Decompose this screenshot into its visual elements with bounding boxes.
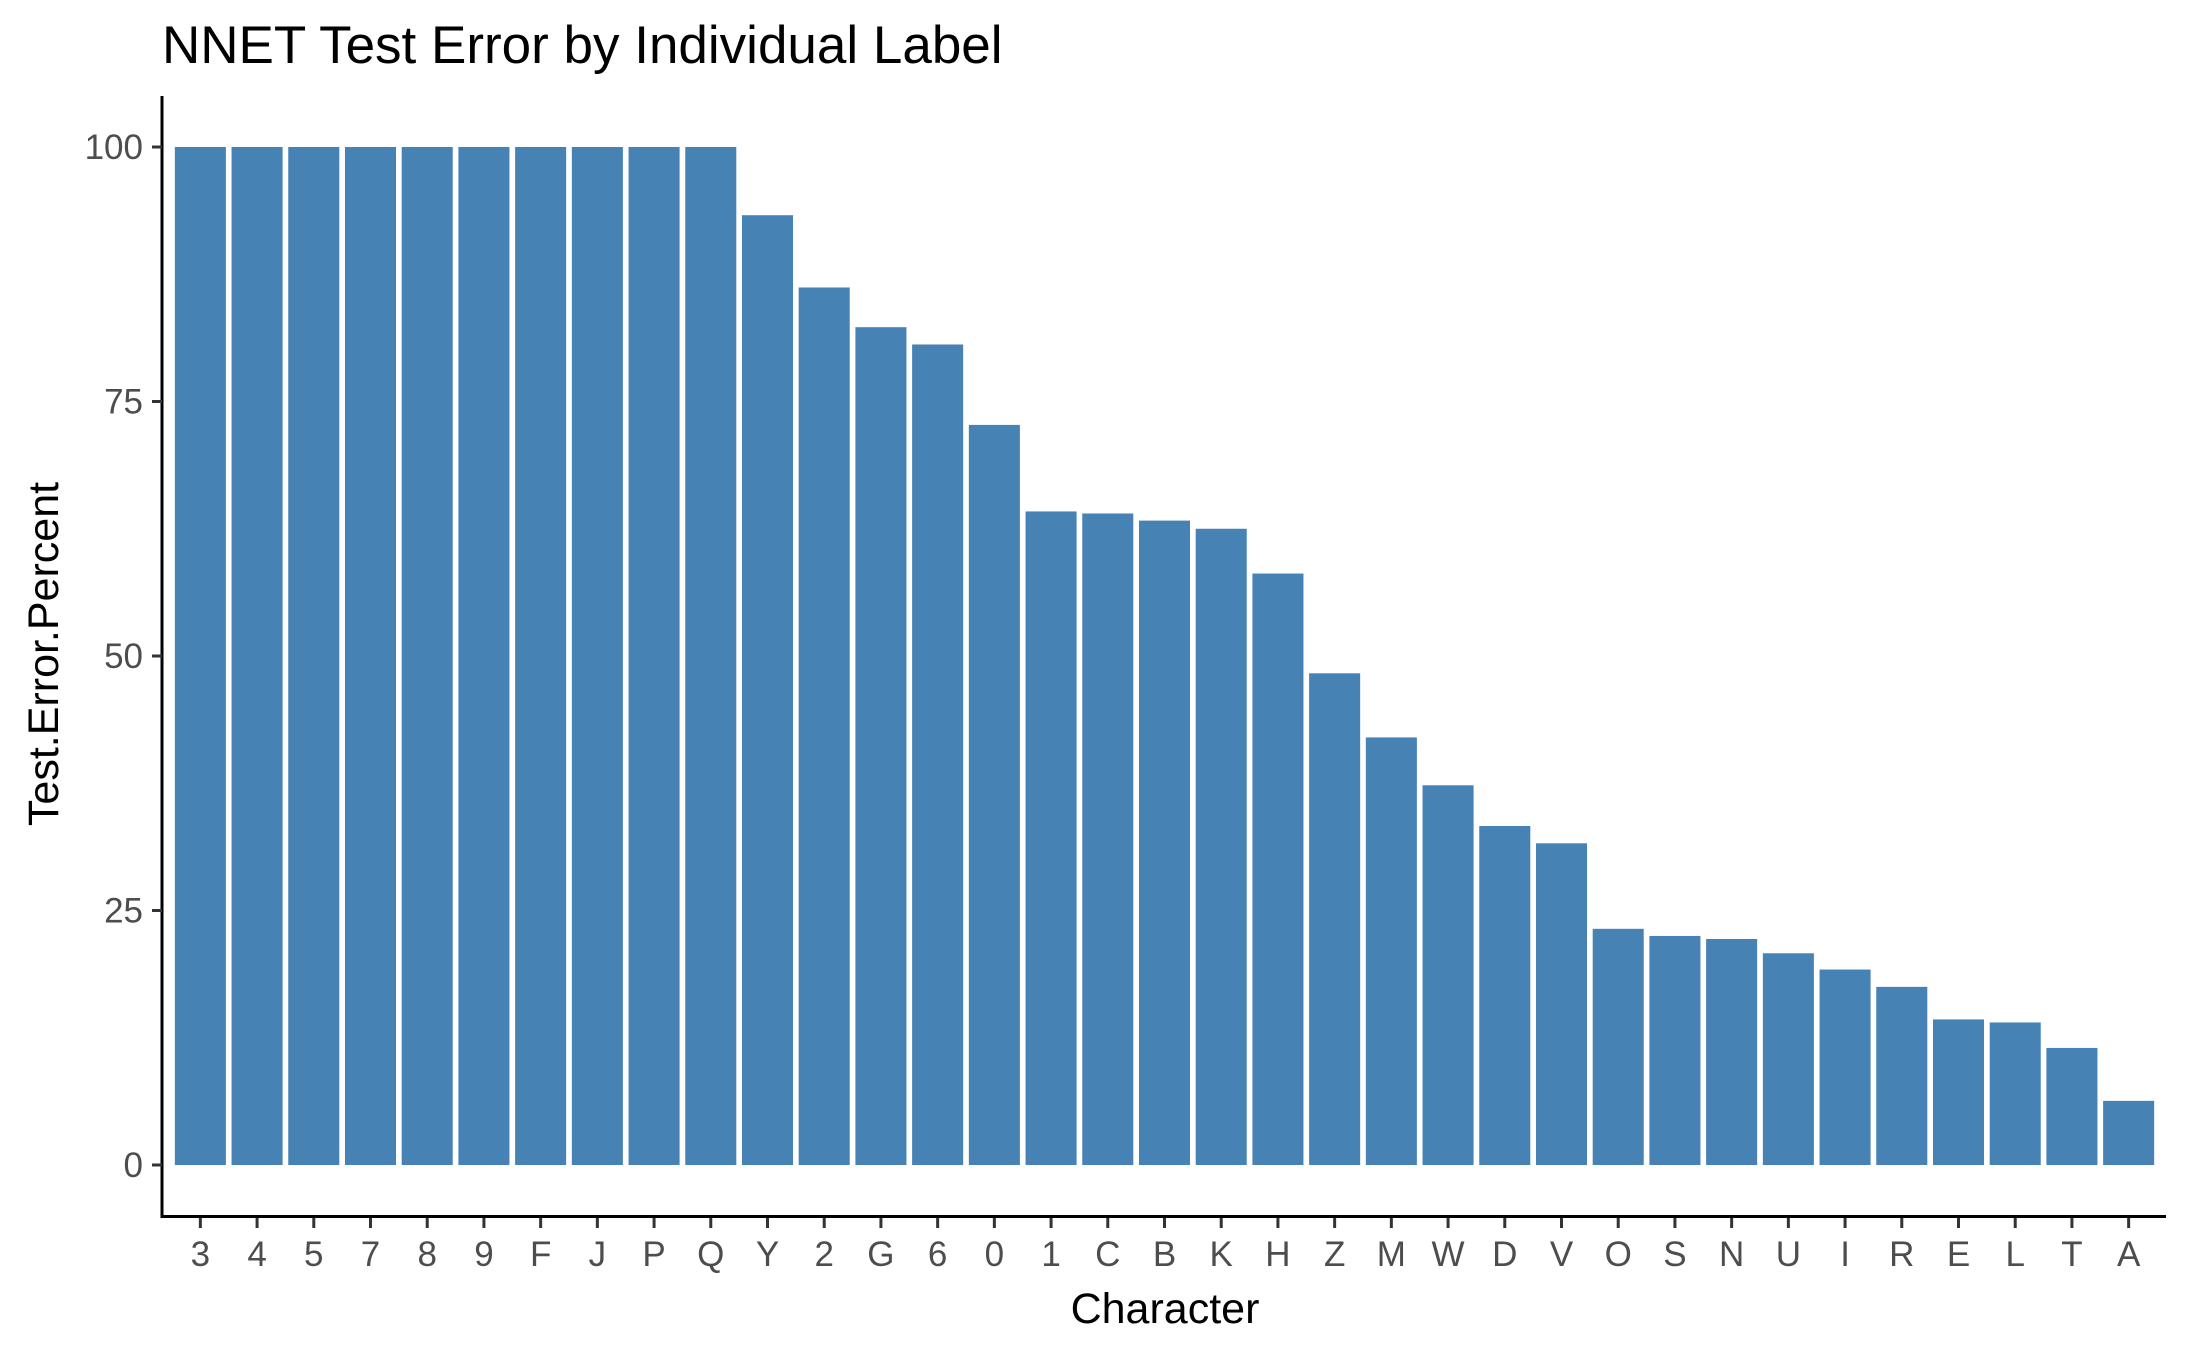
bar-Y bbox=[741, 215, 794, 1165]
x-tick-label: Y bbox=[756, 1235, 779, 1274]
x-tick-label: Q bbox=[697, 1235, 724, 1274]
x-tick-label: V bbox=[1550, 1235, 1574, 1274]
x-tick-label: 6 bbox=[928, 1235, 947, 1274]
x-tick-label: R bbox=[1889, 1235, 1914, 1274]
x-tick-label: N bbox=[1719, 1235, 1744, 1274]
x-axis-title: Character bbox=[1071, 1285, 1260, 1333]
x-tick-label: T bbox=[2061, 1235, 2082, 1274]
x-tick-label: J bbox=[589, 1235, 607, 1274]
x-tick-label: 8 bbox=[417, 1235, 436, 1274]
x-tick-label: 4 bbox=[247, 1235, 266, 1274]
x-tick-label: W bbox=[1432, 1235, 1465, 1274]
x-tick-label: 0 bbox=[985, 1235, 1004, 1274]
bar-B bbox=[1138, 520, 1191, 1165]
bar-V bbox=[1535, 843, 1588, 1165]
bar-W bbox=[1422, 785, 1474, 1165]
bar-6 bbox=[912, 344, 964, 1165]
chart-title: NNET Test Error by Individual Label bbox=[162, 16, 1003, 75]
bar-U bbox=[1762, 953, 1814, 1165]
bar-2 bbox=[798, 287, 850, 1166]
x-tick-label: L bbox=[2005, 1235, 2024, 1274]
x-tick-label: I bbox=[1840, 1235, 1850, 1274]
bar-0 bbox=[968, 424, 1020, 1165]
y-axis-title: Test.Error.Percent bbox=[20, 482, 68, 826]
y-tick-label: 75 bbox=[104, 383, 143, 422]
y-tick-label: 0 bbox=[124, 1146, 143, 1185]
bar-7 bbox=[344, 147, 397, 1165]
x-tick-label: S bbox=[1663, 1235, 1686, 1274]
bar-C bbox=[1082, 513, 1134, 1165]
bar-S bbox=[1649, 935, 1701, 1165]
x-tick-label: D bbox=[1492, 1235, 1517, 1274]
bar-L bbox=[1989, 1022, 2041, 1165]
bar-8 bbox=[401, 147, 453, 1165]
bar-I bbox=[1819, 969, 1871, 1165]
bar-4 bbox=[231, 147, 283, 1165]
x-tick-label: B bbox=[1153, 1235, 1176, 1274]
x-tick-label: M bbox=[1377, 1235, 1406, 1274]
bars-group bbox=[174, 147, 2155, 1166]
x-tick-label: U bbox=[1776, 1235, 1801, 1274]
bar-3 bbox=[174, 147, 226, 1165]
bar-5 bbox=[288, 147, 340, 1165]
bar-M bbox=[1365, 737, 1417, 1165]
x-tick-label: 1 bbox=[1041, 1235, 1060, 1274]
bar-O bbox=[1592, 928, 1644, 1165]
y-ticks-group: 0 25 50 75 100 bbox=[85, 128, 162, 1185]
x-tick-label: G bbox=[867, 1235, 894, 1274]
bar-1 bbox=[1025, 511, 1077, 1165]
bar-F bbox=[515, 147, 567, 1165]
bar-Q bbox=[685, 147, 737, 1165]
x-tick-label: F bbox=[530, 1235, 551, 1274]
x-tick-label: P bbox=[642, 1235, 665, 1274]
bar-T bbox=[2046, 1047, 2098, 1165]
x-tick-label: 2 bbox=[814, 1235, 833, 1274]
bar-D bbox=[1479, 826, 1531, 1165]
y-tick-label: 25 bbox=[104, 892, 143, 931]
x-tick-label: 9 bbox=[474, 1235, 493, 1274]
bar-A bbox=[2103, 1100, 2155, 1165]
bar-G bbox=[855, 327, 907, 1165]
bar-H bbox=[1252, 573, 1304, 1165]
x-tick-label: O bbox=[1605, 1235, 1632, 1274]
x-tick-label: Z bbox=[1324, 1235, 1345, 1274]
x-tick-label: 5 bbox=[304, 1235, 323, 1274]
x-tick-label: 7 bbox=[361, 1235, 380, 1274]
bar-K bbox=[1195, 528, 1247, 1165]
x-tick-label: 3 bbox=[191, 1235, 210, 1274]
bar-E bbox=[1932, 1019, 1985, 1165]
bar-R bbox=[1876, 986, 1928, 1165]
bar-P bbox=[628, 147, 680, 1165]
y-tick-label: 100 bbox=[85, 128, 143, 167]
bar-N bbox=[1706, 939, 1758, 1165]
x-tick-label: H bbox=[1265, 1235, 1290, 1274]
x-tick-label: E bbox=[1947, 1235, 1970, 1274]
bar-9 bbox=[458, 147, 510, 1165]
x-tick-label: C bbox=[1095, 1235, 1120, 1274]
x-tick-label: A bbox=[2117, 1235, 2141, 1274]
x-tick-label: K bbox=[1210, 1235, 1233, 1274]
bar-Z bbox=[1309, 673, 1361, 1165]
bar-J bbox=[571, 147, 623, 1165]
y-tick-label: 50 bbox=[104, 637, 143, 676]
